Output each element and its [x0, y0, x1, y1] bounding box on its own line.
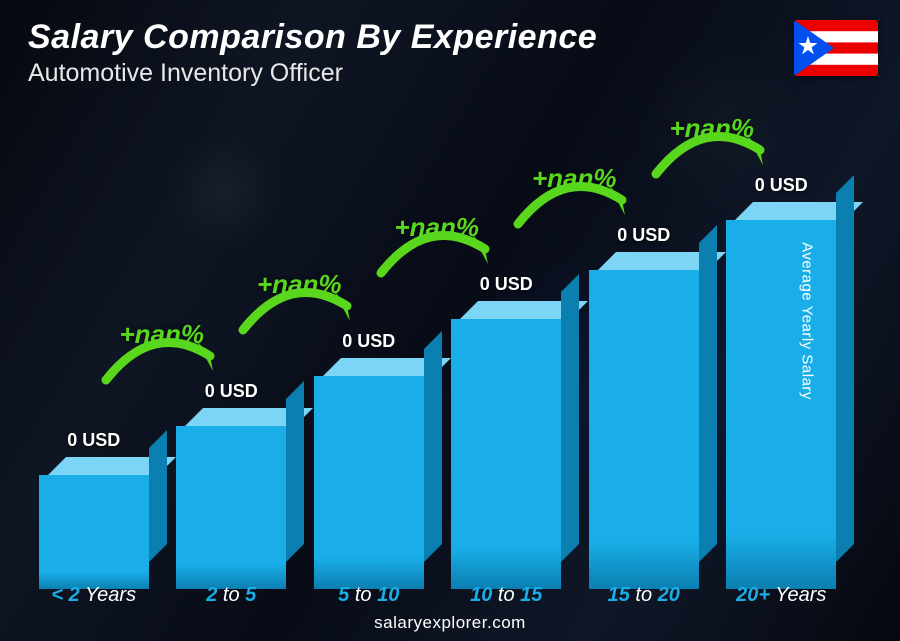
x-axis-label: 5 to 10: [305, 584, 433, 607]
x-axis-label: 2 to 5: [168, 584, 296, 607]
x-axis-label: 10 to 15: [443, 584, 571, 607]
x-axis: < 2 Years 2 to 5 5 to 10 10 to 15 15 to 20 20…: [30, 584, 845, 607]
delta-label: +nan%: [120, 319, 205, 350]
bar-column: 0 USD: [30, 430, 158, 571]
bar-value-label: 0 USD: [617, 225, 670, 246]
y-axis-label: Average Yearly Salary: [799, 242, 816, 400]
chart-subtitle: Automotive Inventory Officer: [28, 59, 597, 88]
bar-value-label: 0 USD: [755, 175, 808, 196]
bar-column: +nan%0 USD: [305, 331, 433, 571]
bar: [726, 202, 836, 571]
footer-attribution: salaryexplorer.com: [0, 613, 900, 633]
bar-column: +nan%0 USD: [443, 274, 571, 571]
bar-column: +nan%0 USD: [580, 225, 708, 571]
delta-label: +nan%: [532, 163, 617, 194]
bar-column: +nan%0 USD: [718, 175, 846, 571]
bar-value-label: 0 USD: [67, 430, 120, 451]
chart-title: Salary Comparison By Experience: [28, 18, 597, 57]
bar-value-label: 0 USD: [342, 331, 395, 352]
delta-label: +nan%: [670, 113, 755, 144]
delta-label: +nan%: [257, 269, 342, 300]
bar: [39, 457, 149, 571]
puerto-rico-flag-icon: [794, 20, 878, 76]
x-axis-label: 20+ Years: [718, 584, 846, 607]
chart-header: Salary Comparison By Experience Automoti…: [28, 18, 597, 88]
bar: [589, 252, 699, 571]
bar: [176, 408, 286, 571]
bar-value-label: 0 USD: [480, 274, 533, 295]
delta-label: +nan%: [395, 212, 480, 243]
x-axis-label: 15 to 20: [580, 584, 708, 607]
x-axis-label: < 2 Years: [30, 584, 158, 607]
bar-value-label: 0 USD: [205, 381, 258, 402]
bar: [314, 358, 424, 571]
bars-container: 0 USD+nan%0 USD+nan%0 USD+nan%0 USD+nan%…: [30, 110, 845, 571]
bar: [451, 301, 561, 571]
bar-chart: 0 USD+nan%0 USD+nan%0 USD+nan%0 USD+nan%…: [30, 110, 845, 571]
bar-column: +nan%0 USD: [168, 381, 296, 571]
